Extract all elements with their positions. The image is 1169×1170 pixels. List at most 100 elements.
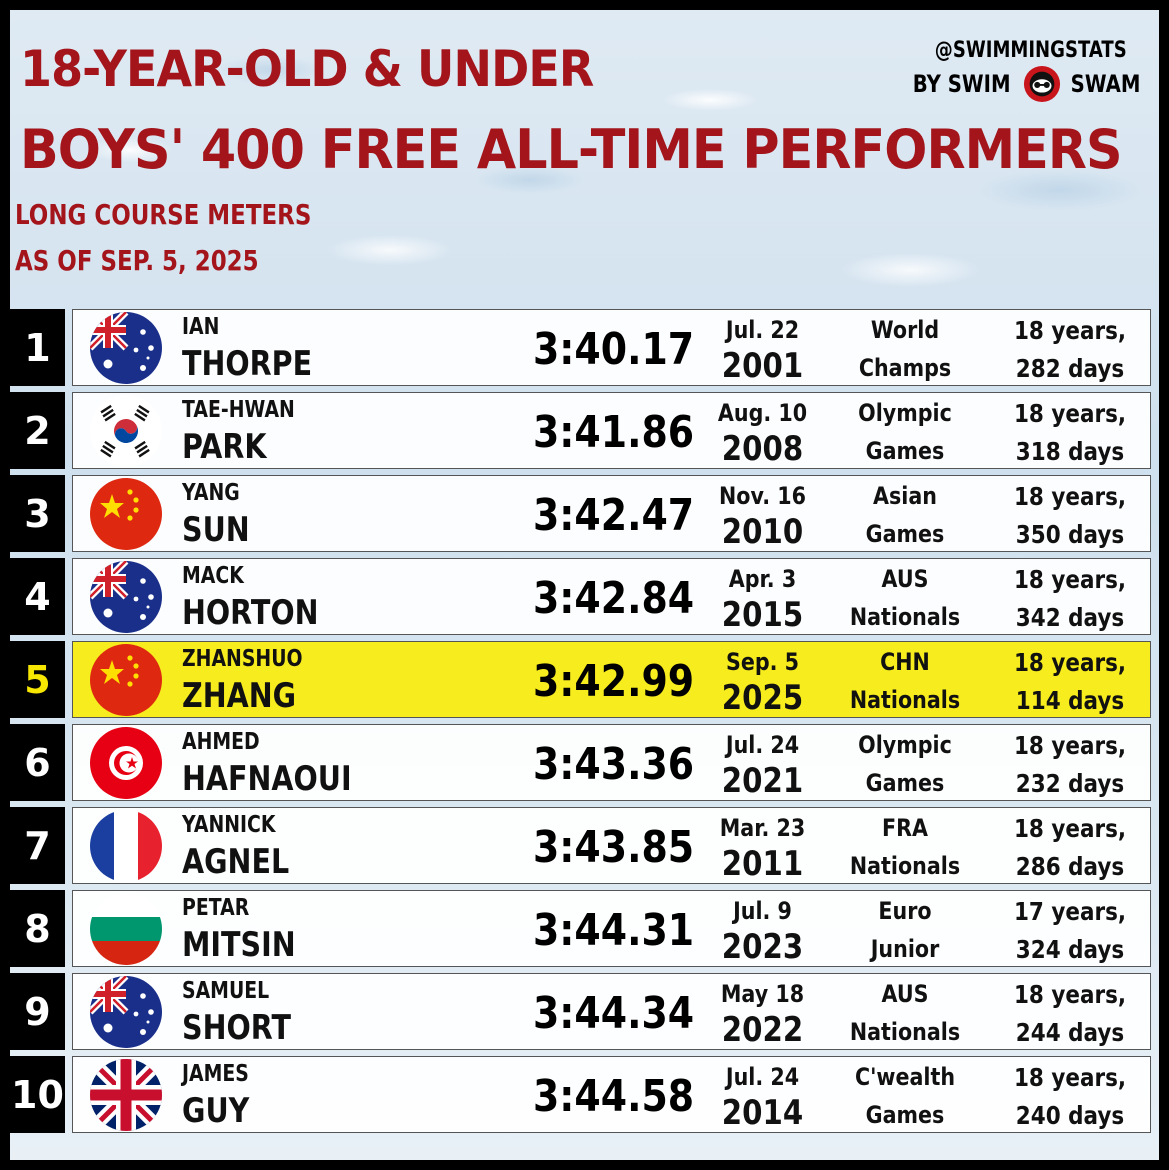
row-panel (72, 724, 1151, 801)
age-days: 324 days (1015, 935, 1125, 964)
swim-time: 3:41.86 (532, 407, 695, 458)
swim-time: 3:42.99 (532, 656, 695, 707)
swim-date-day: Apr. 3 (728, 565, 797, 593)
swimmer-last-name: ZHANG (182, 676, 297, 716)
swimmer-first-name: YANNICK (182, 812, 276, 838)
china-flag-icon (90, 644, 162, 716)
brand-by-right: SWAM (1070, 70, 1141, 98)
swimmer-last-name: AGNEL (182, 842, 290, 882)
swim-date-day: Jul. 24 (725, 1063, 800, 1091)
row-panel (72, 973, 1151, 1050)
swimmer-last-name: HORTON (182, 593, 319, 633)
brand-handle: @SWIMMINGSTATS (934, 38, 1127, 63)
bulgaria-flag-icon (90, 893, 162, 965)
course-subtitle: LONG COURSE METERS (15, 198, 312, 231)
meet-name-line-1: Euro (878, 897, 932, 925)
rank-number: 2 (10, 392, 65, 469)
rank-number: 8 (10, 890, 65, 967)
swim-time: 3:44.58 (532, 1071, 695, 1122)
brand-by-left: BY SWIM (912, 70, 1011, 98)
row-panel (72, 1056, 1151, 1133)
rank-number: 1 (10, 309, 65, 386)
swim-date-year: 2025 (721, 678, 804, 718)
swim-time: 3:42.84 (532, 573, 695, 624)
rank-number: 6 (10, 724, 65, 801)
age-years: 18 years, (1013, 648, 1127, 677)
swimmer-first-name: ZHANSHUO (182, 646, 303, 672)
table-row: 10 JAMES GUY 3:44.58 Jul. 24 2014 C'weal… (10, 1053, 1151, 1135)
age-days: 286 days (1015, 852, 1125, 881)
swimmer-last-name: SHORT (182, 1008, 291, 1048)
title-line-2: BOYS' 400 FREE ALL-TIME PERFORMERS (20, 118, 1123, 181)
age-days: 244 days (1015, 1018, 1125, 1047)
swim-time: 3:44.31 (532, 905, 695, 956)
meet-name-line-2: Junior (870, 935, 940, 963)
table-row: 4 MACK HORTON 3:42.84 Apr. 3 2015 AUS Na… (10, 555, 1151, 637)
swimmer-last-name: GUY (182, 1091, 250, 1131)
swim-date-year: 2015 (721, 595, 804, 635)
swim-time: 3:40.17 (532, 324, 695, 375)
meet-name-line-2: Nationals (849, 686, 961, 714)
swim-date-day: May 18 (720, 980, 805, 1008)
row-panel (72, 807, 1151, 884)
swimmer-last-name: MITSIN (182, 925, 296, 965)
age-years: 18 years, (1013, 1063, 1127, 1092)
age-years: 18 years, (1013, 980, 1127, 1009)
age-days: 342 days (1015, 603, 1125, 632)
meet-name-line-2: Games (865, 520, 945, 548)
row-panel (72, 392, 1151, 469)
table-row: 1 IAN THORPE 3:40.17 Jul. 22 2001 World … (10, 306, 1151, 388)
age-days: 240 days (1015, 1101, 1125, 1130)
swimmer-first-name: SAMUEL (182, 978, 270, 1004)
swim-date-day: Nov. 16 (719, 482, 806, 510)
meet-name-line-2: Games (865, 437, 945, 465)
row-panel (72, 309, 1151, 386)
age-years: 18 years, (1013, 316, 1127, 345)
swim-date-year: 2014 (721, 1093, 804, 1133)
rank-number: 4 (10, 558, 65, 635)
meet-name-line-1: CHN (880, 648, 930, 676)
swimmer-last-name: THORPE (182, 344, 313, 384)
row-panel (72, 475, 1151, 552)
meet-name-line-1: AUS (881, 980, 929, 1008)
meet-name-line-1: AUS (881, 565, 929, 593)
age-years: 18 years, (1013, 399, 1127, 428)
swim-date-day: Jul. 9 (733, 897, 792, 925)
swimswam-logo-icon (1024, 65, 1061, 103)
table-row: 3 YANG SUN 3:42.47 Nov. 16 2010 Asian Ga… (10, 472, 1151, 554)
swimmer-last-name: SUN (182, 510, 250, 550)
swim-date-day: Mar. 23 (719, 814, 806, 842)
brand-byline: BY SWIM SWAM (912, 65, 1141, 103)
swim-date-day: Jul. 22 (725, 316, 800, 344)
australia-flag-icon (90, 312, 162, 384)
swimmer-first-name: MACK (182, 563, 244, 589)
swim-date-year: 2010 (721, 512, 804, 552)
row-panel (72, 641, 1151, 718)
south-korea-flag-icon (90, 395, 162, 467)
title-line-1: 18-YEAR-OLD & UNDER (20, 40, 594, 98)
meet-name-line-2: Nationals (849, 1018, 961, 1046)
great-britain-flag-icon (90, 1059, 162, 1131)
age-days: 282 days (1015, 354, 1125, 383)
australia-flag-icon (90, 976, 162, 1048)
age-days: 232 days (1015, 769, 1125, 798)
swimmer-first-name: AHMED (182, 729, 260, 755)
rank-number: 5 (10, 641, 65, 718)
rank-number: 3 (10, 475, 65, 552)
meet-name-line-2: Champs (858, 354, 952, 382)
table-row: 9 SAMUEL SHORT 3:44.34 May 18 2022 AUS N… (10, 970, 1151, 1052)
rank-number: 7 (10, 807, 65, 884)
swimmer-last-name: PARK (182, 427, 267, 467)
age-years: 18 years, (1013, 565, 1127, 594)
age-years: 17 years, (1013, 897, 1127, 926)
meet-name-line-2: Games (865, 1101, 945, 1129)
swimmer-first-name: PETAR (182, 895, 250, 921)
france-flag-icon (90, 810, 162, 882)
meet-name-line-2: Games (865, 769, 945, 797)
swim-date-day: Sep. 5 (725, 648, 800, 676)
swim-date-year: 2001 (721, 346, 804, 386)
swimmer-first-name: YANG (182, 480, 240, 506)
meet-name-line-1: Olympic (858, 731, 952, 759)
age-days: 114 days (1015, 686, 1125, 715)
swim-date-year: 2011 (721, 844, 804, 884)
